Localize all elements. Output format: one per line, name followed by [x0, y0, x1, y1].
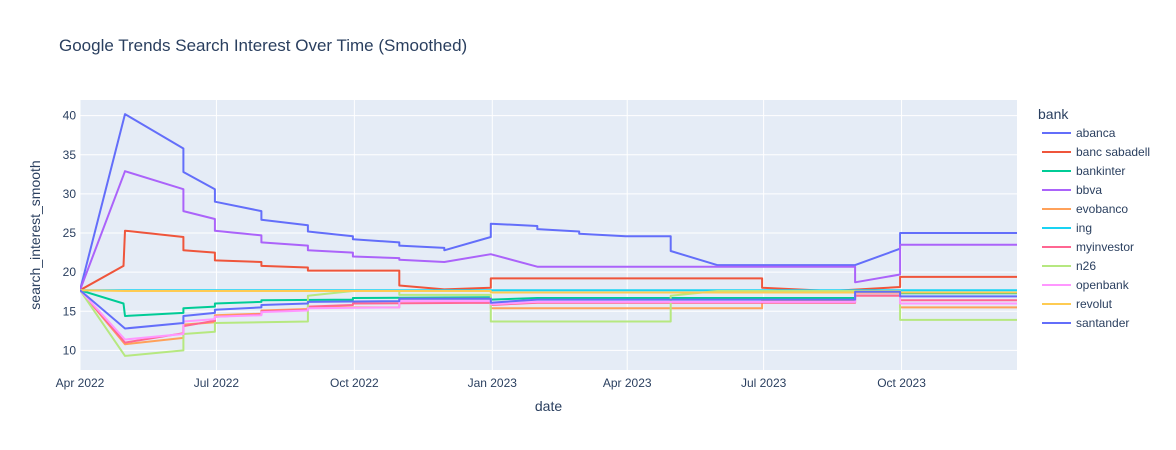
- x-tick-label: Oct 2023: [877, 376, 926, 390]
- legend-item-label: bankinter: [1076, 164, 1125, 178]
- legend-item-label: bbva: [1076, 183, 1102, 197]
- series-line-abanca: [80, 113, 1017, 291]
- y-tick-label: 15: [63, 304, 77, 318]
- series-line-bankinter: [80, 289, 1017, 317]
- y-axis-ticks: 10 15 20 25 30 35 40: [63, 109, 77, 358]
- y-tick-label: 25: [63, 226, 77, 240]
- legend-item-label: ing: [1076, 221, 1092, 235]
- legend-item-label: revolut: [1076, 297, 1113, 311]
- y-tick-label: 30: [63, 187, 77, 201]
- x-tick-label: Oct 2022: [330, 376, 379, 390]
- x-axis-label: date: [535, 398, 562, 414]
- legend: bank abanca banc sabadell bankinter bbva evo…: [1038, 106, 1150, 330]
- x-tick-label: Apr 2023: [603, 376, 652, 390]
- legend-item-label: openbank: [1076, 278, 1130, 292]
- y-tick-label: 40: [63, 109, 77, 123]
- legend-item-label: n26: [1076, 259, 1096, 273]
- y-tick-label: 20: [63, 265, 77, 279]
- series-line-revolut: [80, 289, 1017, 294]
- series-line-santander: [80, 289, 1017, 330]
- legend-title: bank: [1038, 106, 1069, 122]
- x-tick-label: Jan 2023: [468, 376, 518, 390]
- y-tick-label: 35: [63, 148, 77, 162]
- chart-title: Google Trends Search Interest Over Time …: [59, 36, 467, 55]
- legend-item-label: banc sabadell: [1076, 145, 1150, 159]
- plot-background: [80, 100, 1017, 370]
- legend-item-label: santander: [1076, 316, 1129, 330]
- x-tick-label: Apr 2022: [56, 376, 105, 390]
- series-layer: [80, 113, 1017, 357]
- legend-item-label: abanca: [1076, 126, 1116, 140]
- x-tick-label: Jul 2022: [194, 376, 240, 390]
- y-axis-label: search_interest_smooth: [27, 160, 43, 309]
- x-axis-ticks: Apr 2022 Jul 2022 Oct 2022 Jan 2023 Apr 2023…: [56, 376, 927, 390]
- legend-item-label: evobanco: [1076, 202, 1128, 216]
- legend-item-label: myinvestor: [1076, 240, 1134, 254]
- series-line-bbva: [80, 170, 1017, 291]
- y-tick-label: 10: [63, 343, 77, 357]
- x-tick-label: Jul 2023: [741, 376, 787, 390]
